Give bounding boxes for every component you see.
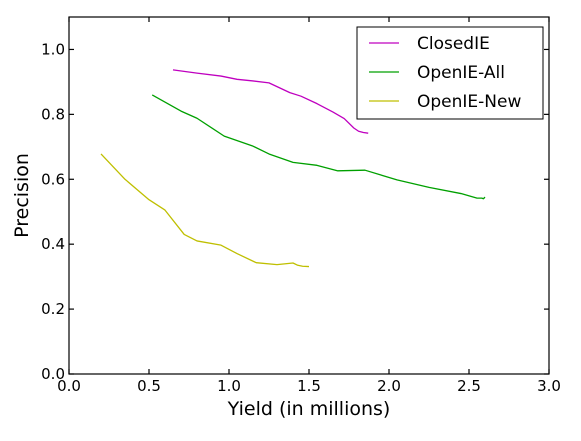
y-tick-label: 0.6 (41, 170, 65, 188)
legend-label-openie-new: OpenIE-New (417, 92, 521, 112)
legend-label-closedie: ClosedIE (417, 34, 490, 54)
y-tick-label: 0.8 (41, 105, 65, 123)
y-tick-label: 0.2 (41, 300, 65, 318)
x-tick-label: 2.5 (457, 377, 481, 395)
x-tick-label: 3.0 (537, 377, 561, 395)
legend-box (356, 26, 544, 120)
x-tick-label: 0.0 (57, 377, 81, 395)
series-layer (100, 69, 486, 268)
y-tick-label: 0.0 (41, 365, 65, 383)
y-tick-label: 0.4 (41, 235, 65, 253)
x-tick-label: 1.0 (217, 377, 241, 395)
y-axis-label: Precision (11, 153, 33, 238)
plot-frame (68, 16, 550, 375)
series-line-openie-new (100, 153, 310, 268)
x-tick-label: 1.5 (297, 377, 321, 395)
x-tick-label: 0.5 (137, 377, 161, 395)
x-tick-label: 2.0 (377, 377, 401, 395)
legend-label-openie-all: OpenIE-All (417, 63, 505, 83)
series-line-openie-all (151, 94, 486, 200)
series-line-closedie (172, 69, 369, 134)
legend: ClosedIE OpenIE-All OpenIE-New (356, 26, 544, 120)
x-axis-label: Yield (in millions) (227, 398, 391, 420)
ticks-layer: 0.0 0.5 1.0 1.5 2.0 2.5 3.0 0.0 0.2 0.4 0.6 0.8 1.0 (41, 17, 561, 395)
y-tick-label: 1.0 (41, 40, 65, 58)
